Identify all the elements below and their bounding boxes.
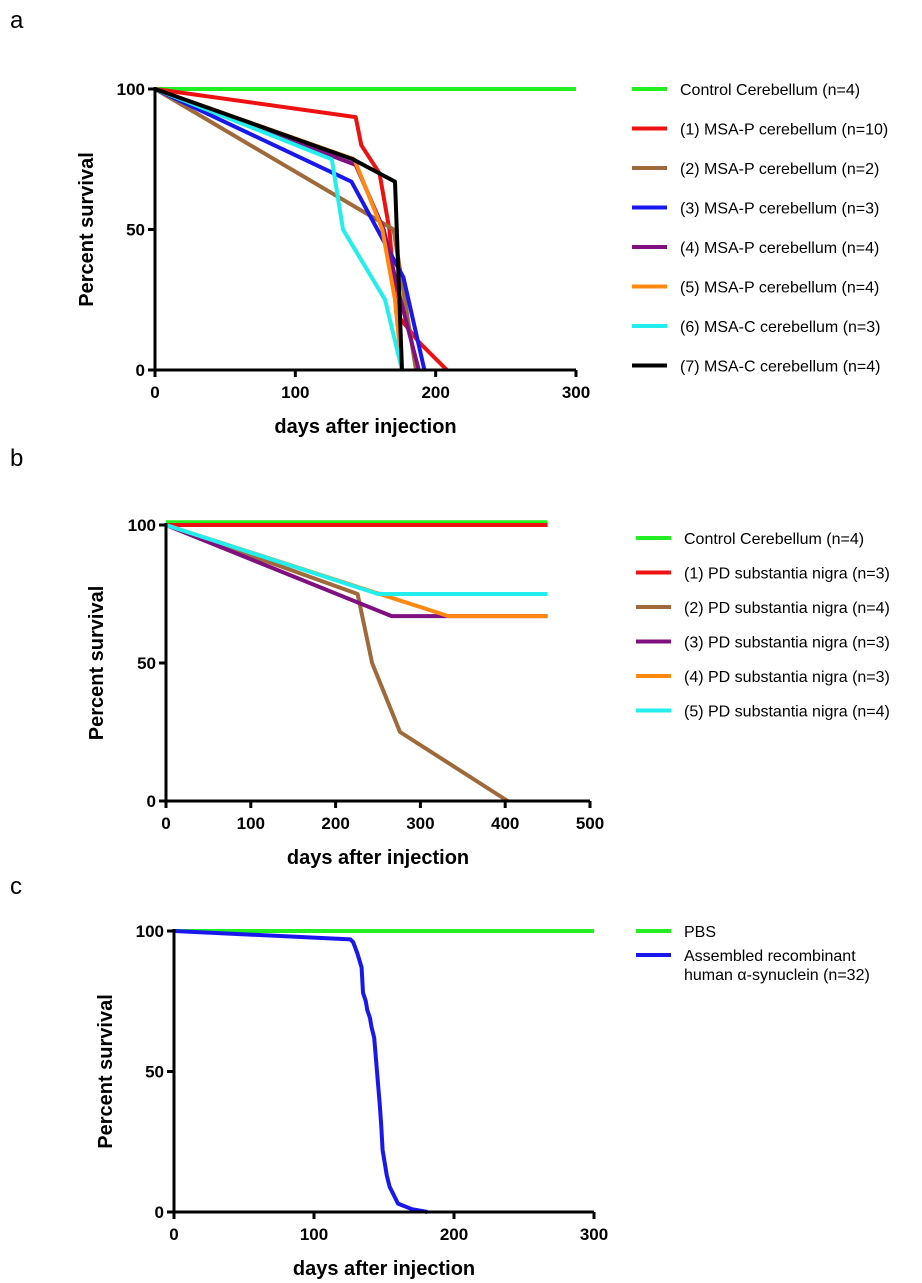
legend-label: (7) MSA-C cerebellum (n=4)	[680, 359, 881, 376]
x-tick-label: 0	[150, 383, 159, 402]
series-line	[165, 523, 548, 596]
y-tick-label: 50	[126, 221, 145, 240]
legend-label: Control Cerebellum (n=4)	[684, 531, 864, 548]
x-tick-label: 100	[300, 1225, 328, 1244]
series-line	[165, 523, 509, 803]
y-tick-label: 100	[117, 80, 145, 99]
legend-label: (4) MSA-P cerebellum (n=4)	[680, 240, 879, 257]
series-line	[165, 523, 548, 619]
y-axis-title: Percent survival	[95, 994, 117, 1149]
series-line	[154, 87, 427, 371]
x-tick-label: 300	[580, 1225, 608, 1244]
x-tick-label: 300	[562, 383, 590, 402]
x-axis-title: days after injection	[274, 416, 456, 438]
legend-label: Control Cerebellum (n=4)	[680, 82, 860, 99]
y-tick-label: 0	[155, 1203, 164, 1222]
legend-label: (1) PD substantia nigra (n=3)	[684, 566, 890, 583]
y-tick-label: 100	[136, 922, 164, 941]
x-tick-label: 100	[281, 383, 309, 402]
panel-a: a 0 50 100 0 100 200 300 Percent survival days af…	[10, 7, 888, 438]
legend: Control Cerebellum (n=4) (1) PD substanti…	[636, 531, 890, 721]
x-tick-label: 200	[321, 814, 349, 833]
legend-label: (2) PD substantia nigra (n=4)	[684, 600, 890, 617]
panel-c: c 0 50 100 0 100 200 300 Percent survival days af…	[10, 873, 870, 1280]
legend-label: (2) MSA-P cerebellum (n=2)	[680, 161, 879, 178]
legend-label: (5) MSA-P cerebellum (n=4)	[680, 280, 879, 297]
panel-b: b 0 50 100 0 100 200 300 400 500 Percent survival d…	[10, 445, 890, 869]
x-tick-label: 100	[237, 814, 265, 833]
y-tick-label: 0	[147, 792, 156, 811]
y-tick-label: 50	[145, 1063, 164, 1082]
legend-label: (3) MSA-P cerebellum (n=3)	[680, 201, 879, 218]
x-tick-label: 500	[576, 814, 604, 833]
x-tick-label: 200	[440, 1225, 468, 1244]
legend-label: (4) PD substantia nigra (n=3)	[684, 669, 890, 686]
y-tick-label: 100	[128, 516, 156, 535]
y-axis-title: Percent survival	[76, 152, 98, 307]
x-tick-label: 0	[161, 814, 170, 833]
y-axis-title: Percent survival	[86, 586, 108, 741]
panel-letter: a	[10, 7, 24, 34]
series-line	[154, 87, 404, 371]
y-tick-label: 0	[136, 361, 145, 380]
series-lines	[173, 929, 594, 1214]
x-tick-label: 300	[406, 814, 434, 833]
panel-letter: b	[10, 445, 23, 472]
legend-label: Assembled recombinant human α-synuclein (…	[684, 948, 870, 984]
series-line	[154, 87, 449, 372]
panel-letter: c	[10, 873, 22, 900]
x-tick-label: 200	[421, 383, 449, 402]
legend-label: (3) PD substantia nigra (n=3)	[684, 635, 890, 652]
series-lines	[153, 87, 576, 372]
x-axis-title: days after injection	[293, 1258, 475, 1280]
x-tick-label: 400	[491, 814, 519, 833]
legend-label: (6) MSA-C cerebellum (n=3)	[680, 319, 881, 336]
legend-label: PBS	[684, 924, 716, 941]
series-lines	[165, 520, 548, 803]
legend: PBS Assembled recombinant human α-synuclei…	[636, 924, 870, 984]
y-tick-label: 50	[137, 654, 156, 673]
series-line	[173, 929, 428, 1214]
x-axis-title: days after injection	[287, 847, 469, 869]
x-tick-label: 0	[169, 1225, 178, 1244]
legend: Control Cerebellum (n=4) (1) MSA-P cerebe…	[632, 82, 888, 376]
legend-label: (5) PD substantia nigra (n=4)	[684, 704, 890, 721]
legend-label: (1) MSA-P cerebellum (n=10)	[680, 122, 888, 139]
series-line	[154, 87, 404, 371]
